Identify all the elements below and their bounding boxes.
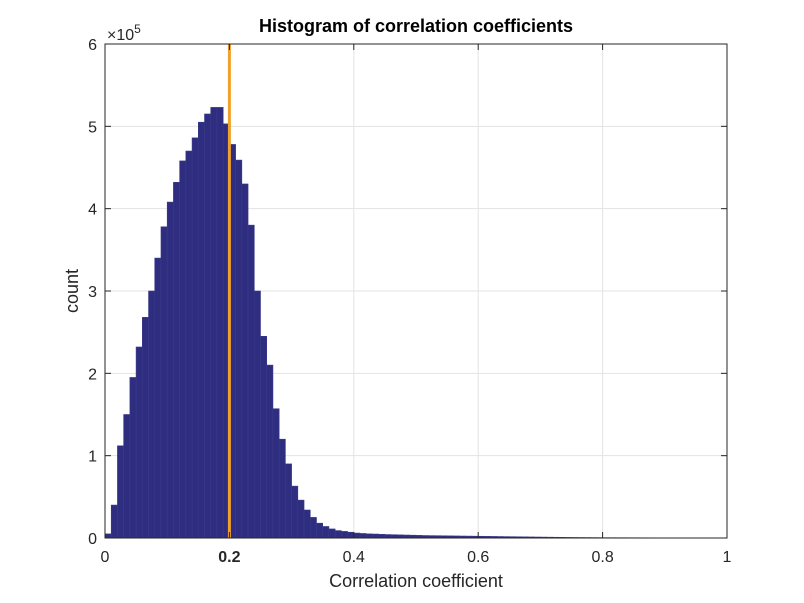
y-tick-label: 1 (88, 449, 97, 466)
y-axis-exponent: ×105 (107, 22, 141, 44)
histogram-bar (316, 522, 324, 539)
histogram-bar (110, 504, 118, 539)
histogram-bar (309, 517, 317, 539)
y-tick-label: 5 (88, 119, 97, 136)
histogram-bar (173, 182, 180, 539)
histogram-bar (241, 183, 249, 539)
histogram-bar (135, 346, 143, 539)
histogram-bar (104, 533, 112, 539)
bars-layer (104, 107, 728, 539)
histogram-bar (117, 445, 124, 539)
histogram-bar (353, 532, 361, 539)
histogram-bar (285, 463, 292, 539)
histogram-bar (123, 414, 131, 539)
y-tick-label: 4 (88, 202, 97, 219)
y-tick-label: 6 (88, 37, 97, 54)
histogram-bar (142, 317, 149, 539)
y-exponent-base: ×10 (107, 27, 134, 44)
histogram-bar (198, 121, 205, 539)
histogram-bar (260, 335, 268, 539)
histogram-bar (365, 533, 373, 539)
chart-title: Histogram of correlation coefficients (259, 16, 573, 36)
histogram-bar (297, 499, 305, 539)
y-tick-label: 0 (88, 531, 97, 548)
histogram-bar (179, 160, 187, 539)
histogram-bar (154, 257, 162, 539)
x-tick-label: 1 (723, 549, 732, 566)
y-exponent-power: 5 (134, 22, 141, 36)
histogram-bar (216, 107, 224, 539)
histogram-bar (384, 534, 392, 539)
histogram-bar (247, 224, 255, 539)
histogram-bar (341, 531, 348, 539)
histogram-bar (291, 485, 299, 539)
x-tick-labels: 0 0.2 0.4 0.6 0.8 1 (101, 549, 732, 566)
histogram-bar (129, 377, 137, 539)
x-tick-label: 0.8 (591, 549, 613, 566)
histogram-bar (347, 531, 355, 539)
histogram-bar (204, 113, 212, 539)
histogram-bar (303, 509, 311, 539)
histogram-bar (372, 533, 379, 539)
x-tick-label: 0 (101, 549, 110, 566)
histogram-bar (191, 137, 199, 539)
histogram-bar (272, 408, 280, 539)
y-tick-label: 3 (88, 284, 97, 301)
histogram-bar (378, 533, 386, 539)
histogram-bar (266, 364, 274, 539)
x-axis-label: Correlation coefficient (329, 571, 503, 591)
y-axis-label: count (62, 269, 82, 313)
histogram-bar (160, 226, 168, 539)
histogram-bar (322, 526, 330, 539)
histogram-bar (328, 528, 336, 539)
tick-layer (104, 43, 728, 539)
histogram-bar (210, 107, 218, 539)
histogram-bar (235, 159, 243, 539)
y-tick-labels: 0 1 2 3 4 5 6 (88, 37, 97, 548)
y-tick-label: 2 (88, 366, 97, 383)
x-tick-label: 0.2 (218, 549, 240, 566)
histogram-bar (185, 150, 193, 539)
histogram-bar (166, 201, 174, 539)
histogram-bar (278, 438, 286, 539)
histogram-bar (334, 530, 342, 539)
histogram-bar (359, 533, 367, 539)
histogram-bar (253, 290, 261, 539)
x-tick-label: 0.4 (343, 549, 365, 566)
x-tick-label: 0.6 (467, 549, 489, 566)
histogram-bar (148, 290, 156, 539)
